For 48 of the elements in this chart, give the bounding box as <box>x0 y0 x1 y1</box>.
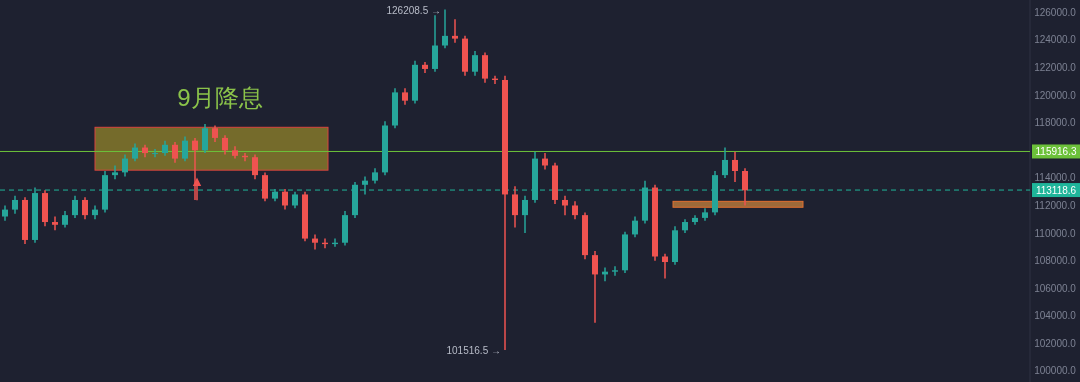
candlestick <box>112 164 118 181</box>
candlestick <box>252 153 258 181</box>
candlestick <box>482 51 488 84</box>
candlestick <box>472 50 478 77</box>
candlestick <box>182 135 188 163</box>
candlestick <box>662 253 668 280</box>
candlestick <box>632 215 638 238</box>
candlestick <box>522 195 528 234</box>
y-tick-label: 110000.0 <box>1034 227 1076 239</box>
candlestick <box>432 14 438 73</box>
y-tick-label: 122000.0 <box>1034 62 1077 74</box>
y-tick-label: 102000.0 <box>1034 337 1077 349</box>
candlestick <box>592 250 598 324</box>
candlestick <box>52 215 58 232</box>
ref-line-label: 115916.3 <box>1035 146 1077 158</box>
y-tick-label: 120000.0 <box>1034 89 1077 101</box>
y-tick-label: 126000.0 <box>1034 6 1077 18</box>
annotation: 101516.5 → <box>446 345 501 357</box>
ref-line-label: 113118.6 <box>1035 185 1077 197</box>
candlestick <box>612 265 618 277</box>
y-tick-label: 108000.0 <box>1034 255 1077 267</box>
candlestick <box>82 196 88 221</box>
annotation: 126208.5 → <box>386 4 441 16</box>
y-tick-label: 118000.0 <box>1034 117 1076 129</box>
candlestick <box>742 167 748 207</box>
candlestick <box>152 148 158 158</box>
candlestick <box>732 150 738 183</box>
y-tick-label: 124000.0 <box>1034 34 1077 46</box>
candlestick <box>172 141 178 164</box>
y-tick-label: 114000.0 <box>1034 172 1076 184</box>
candlestick <box>282 188 288 211</box>
candlestick <box>222 134 228 156</box>
candlestick <box>202 123 208 154</box>
candlestick <box>312 233 318 251</box>
candlestick <box>122 153 128 178</box>
candlestick <box>562 195 568 216</box>
y-tick-label: 112000.0 <box>1034 199 1076 211</box>
y-tick-label: 106000.0 <box>1034 282 1077 294</box>
candlestick <box>72 195 78 219</box>
annotation: 9月降息 <box>177 84 263 111</box>
candlestick <box>362 175 368 196</box>
y-tick-label: 104000.0 <box>1034 310 1077 322</box>
candlestick <box>512 185 518 229</box>
candlestick <box>442 8 448 50</box>
candlestick <box>262 171 268 203</box>
candlestick <box>722 146 728 179</box>
candlestick <box>452 18 458 44</box>
y-tick-label: 100000.0 <box>1034 365 1077 377</box>
